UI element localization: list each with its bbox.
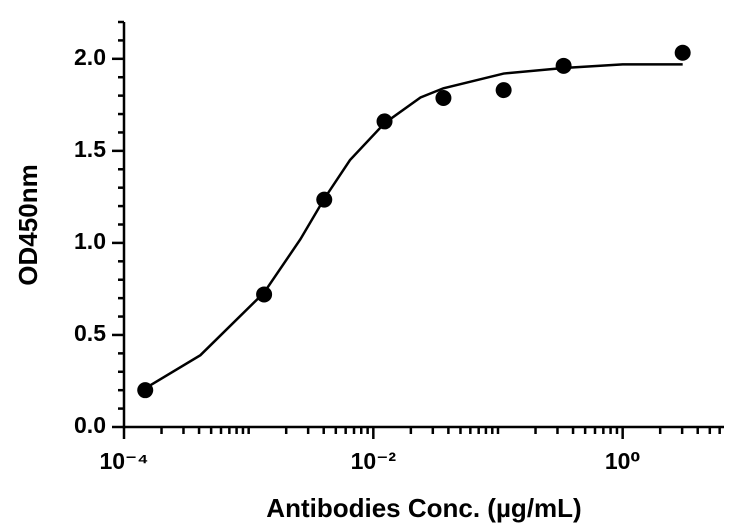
fit-curve (144, 63, 683, 390)
y-tick-label: 2.0 (74, 44, 106, 70)
y-tick-label: 1.5 (74, 136, 106, 162)
data-point (495, 82, 512, 99)
y-tick-label: 0.0 (74, 412, 106, 438)
data-point (376, 113, 393, 130)
data-point (316, 191, 333, 208)
x-tick-label: 10⁻² (351, 448, 397, 474)
y-axis-label: OD450nm (13, 164, 43, 285)
x-tick-label: 10⁻⁴ (99, 448, 148, 474)
x-tick-label: 10⁰ (605, 448, 641, 474)
y-tick-label: 0.5 (74, 320, 106, 346)
data-point (137, 382, 154, 399)
y-tick-label: 1.0 (74, 228, 106, 254)
data-point (674, 44, 691, 61)
data-point (435, 90, 452, 107)
data-point (555, 57, 572, 74)
data-point (256, 286, 273, 303)
x-axis-label: Antibodies Conc. (µg/mL) (266, 493, 581, 523)
